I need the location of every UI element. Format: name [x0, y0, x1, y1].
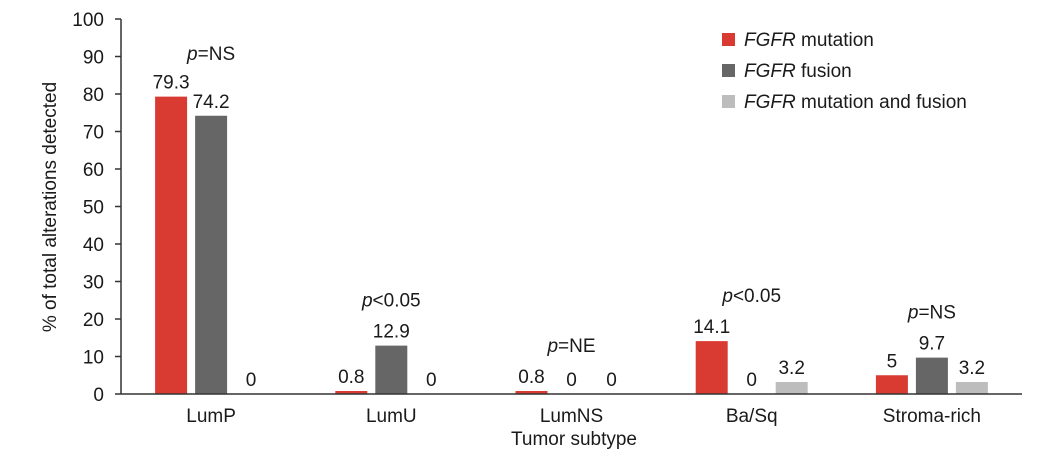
p-value-label: p<0.05: [721, 286, 781, 307]
x-category-label: LumNS: [540, 406, 603, 427]
bar-value-label: 74.2: [193, 92, 230, 113]
bar-value-label: 0: [566, 370, 577, 391]
bar-value-label: 0.8: [518, 367, 544, 388]
p-symbol: p: [907, 303, 919, 324]
y-tick-label: 0: [93, 385, 104, 406]
legend-label-rest: mutation and fusion: [796, 92, 967, 113]
p-value-label: p<0.05: [361, 291, 421, 312]
y-tick-labels: 0 10 20 30 40 50 60 70 80 90 100: [72, 10, 104, 406]
bar-value-label: 3.2: [778, 358, 804, 379]
legend-swatch: [722, 64, 735, 77]
x-category-labels: LumP LumU LumNS Ba/Sq Stroma-rich: [186, 406, 981, 427]
bar: [375, 345, 408, 394]
bar-value-label: 9.7: [919, 334, 945, 355]
bar: [155, 96, 188, 394]
y-tick-label: 40: [83, 235, 104, 256]
y-axis: [115, 18, 122, 395]
legend-label: FGFR fusion: [744, 61, 852, 82]
bar-value-label: 3.2: [959, 358, 985, 379]
p-value-label: p=NS: [907, 303, 956, 324]
y-axis-title: % of total alterations detected: [40, 82, 61, 332]
bar-value-label: 0: [246, 370, 257, 391]
y-tick-label: 90: [83, 48, 104, 69]
p-value-label: p=NS: [186, 44, 235, 65]
x-category-label: LumU: [366, 406, 417, 427]
bar-value-label: 14.1: [693, 317, 730, 338]
p-value-text: =NS: [198, 44, 236, 65]
y-tick-label: 100: [72, 10, 104, 31]
legend-label-gene: FGFR: [744, 61, 796, 82]
y-tick-label: 30: [83, 273, 104, 294]
x-category-label: Stroma-rich: [883, 406, 981, 427]
bar: [335, 391, 368, 394]
legend-label: FGFR mutation and fusion: [744, 92, 967, 113]
p-value-text: =NS: [918, 303, 956, 324]
bar-value-label: 0: [426, 370, 437, 391]
bar-value-label: 5: [887, 351, 898, 372]
p-symbol: p: [186, 44, 198, 65]
x-category-label: Ba/Sq: [726, 406, 778, 427]
legend-label-gene: FGFR: [744, 92, 796, 113]
y-tick-label: 60: [83, 160, 104, 181]
bar: [955, 382, 988, 394]
p-value-text: <0.05: [733, 286, 781, 307]
bar: [775, 382, 808, 394]
legend-swatch: [722, 95, 735, 108]
p-symbol: p: [361, 291, 373, 312]
y-tick-label: 10: [83, 348, 104, 369]
bar-value-label: 0.8: [338, 367, 364, 388]
bar-value-label: 0: [746, 370, 757, 391]
x-category-label: LumP: [186, 406, 236, 427]
legend-label-gene: FGFR: [744, 30, 796, 51]
bar-value-labels: 79.374.2 0 0.8 12.9 0 0.8 0 0 14.1 0 3.2 5 9.7 3.2: [153, 73, 986, 391]
legend-label: FGFR mutation: [744, 30, 874, 51]
p-value-text: =NE: [558, 336, 596, 357]
bar: [915, 357, 948, 394]
bar: [195, 115, 228, 394]
p-value-label: p=NE: [546, 336, 595, 357]
y-tick-label: 80: [83, 85, 104, 106]
p-value-text: <0.05: [373, 291, 421, 312]
y-tick-label: 20: [83, 310, 104, 331]
p-symbol: p: [546, 336, 558, 357]
y-tick-label: 50: [83, 198, 104, 219]
p-value-labels: p=NSp<0.05p=NEp<0.05p=NS: [186, 44, 956, 357]
bar: [695, 341, 728, 394]
bars: [155, 96, 988, 394]
bar-value-label: 0: [606, 370, 617, 391]
bar-value-label: 12.9: [373, 322, 410, 343]
bar-value-label: 79.3: [153, 73, 190, 94]
x-axis-title: Tumor subtype: [511, 429, 637, 450]
legend-swatch: [722, 33, 735, 46]
bar: [875, 375, 908, 394]
p-symbol: p: [721, 286, 733, 307]
legend-label-rest: mutation: [796, 30, 874, 51]
y-tick-label: 70: [83, 123, 104, 144]
legend-label-rest: fusion: [796, 61, 852, 82]
bar: [515, 391, 548, 394]
